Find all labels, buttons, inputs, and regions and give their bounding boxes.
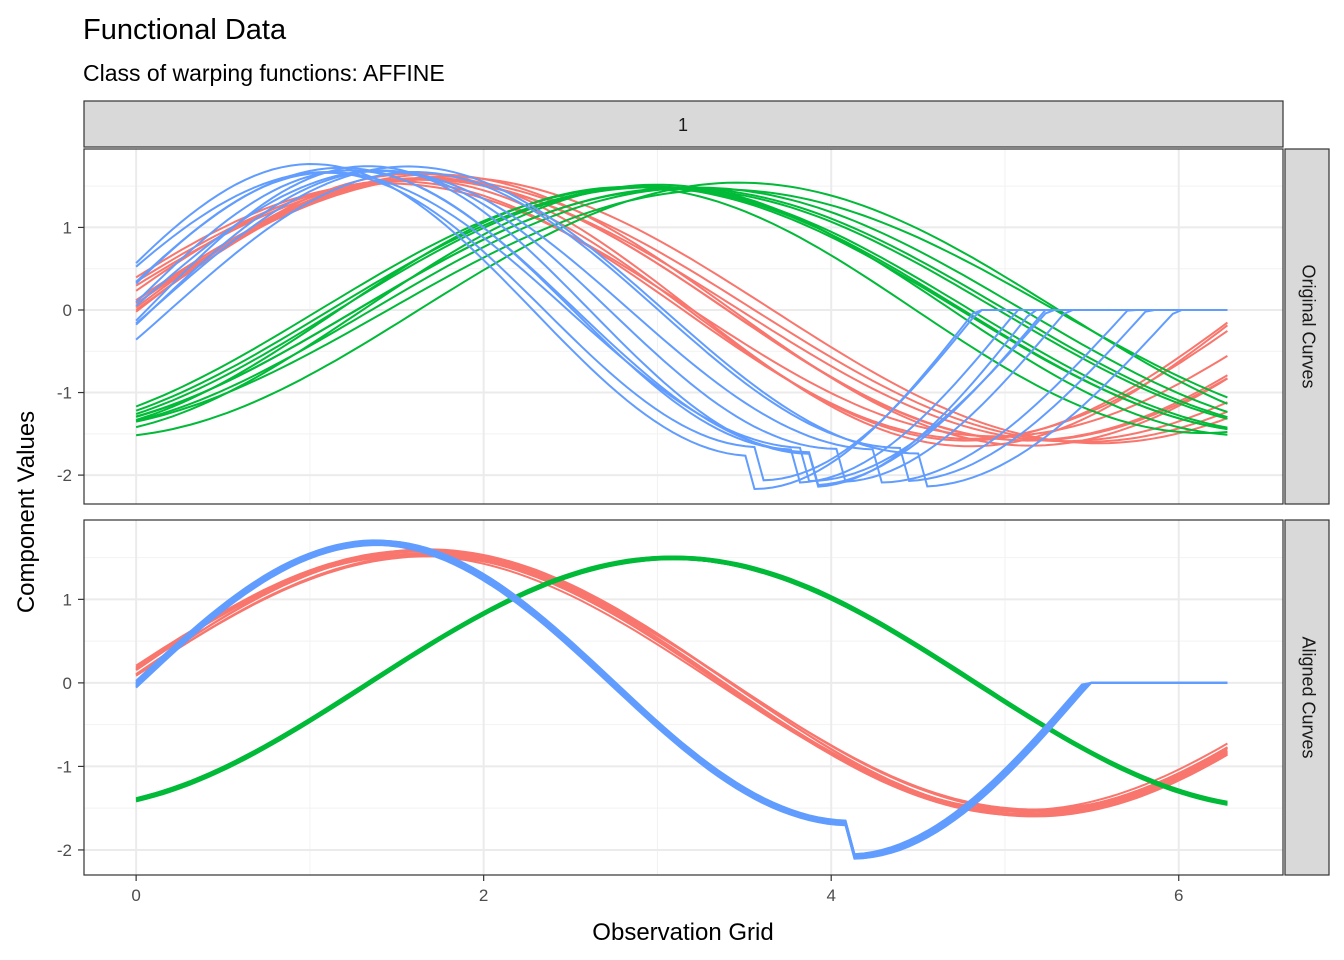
panels-group: Original Curves 1 0 -1 -2 Aligned Curves 1 0 -1 -… — [57, 148, 1330, 905]
curve-group-3-line-9 — [135, 170, 1228, 483]
column-strip — [83, 100, 1284, 148]
x-tick-label: 4 — [826, 886, 835, 905]
curve-group-2-line-8 — [135, 188, 1228, 420]
y-tick-label: 0 — [63, 674, 72, 693]
chart-subtitle: Class of warping functions: AFFINE — [83, 60, 445, 86]
y-tick-label: 1 — [63, 218, 72, 237]
x-tick-label: 6 — [1174, 886, 1183, 905]
curve-group-3-line-3 — [135, 169, 1228, 484]
y-tick-label: -2 — [57, 466, 72, 485]
chart-title: Functional Data — [83, 14, 287, 46]
curve-group-3-line-8 — [135, 540, 1228, 859]
y-tick-label: -2 — [57, 841, 72, 860]
row-strip-label: Aligned Curves — [1298, 636, 1318, 758]
column-strip-label: 1 — [678, 115, 688, 135]
x-axis-title: Observation Grid — [592, 919, 773, 946]
x-tick-label: 0 — [131, 886, 140, 905]
curve-group-2-line-10 — [135, 183, 1228, 436]
panel-1: Original Curves 1 0 -1 -2 — [57, 148, 1330, 505]
row-strip-label: Original Curves — [1298, 264, 1318, 388]
y-tick-label: 1 — [63, 590, 72, 609]
curve-group-1-line-10 — [135, 178, 1228, 442]
curve-group-3-line-4 — [135, 165, 1228, 488]
curve-group-3-line-10 — [135, 539, 1228, 860]
panel-border — [83, 519, 1284, 876]
row-strip — [1284, 519, 1330, 876]
x-tick-label: 2 — [479, 886, 488, 905]
curve-group-1-line-10 — [135, 549, 1228, 817]
curve-group-1-line-8 — [135, 172, 1229, 448]
y-axis-title: Component Values — [13, 411, 40, 613]
curve-group-1-line-5 — [135, 182, 1228, 438]
y-tick-label: -1 — [57, 757, 72, 776]
y-tick-label: -1 — [57, 384, 72, 403]
curve-group-2-line-9 — [135, 188, 1228, 423]
curve-group-3-line-10 — [135, 171, 1228, 482]
y-tick-label: 0 — [63, 301, 72, 320]
panel-background — [84, 520, 1283, 875]
curve-group-3-line-8 — [135, 171, 1228, 482]
curve-group-2-line-6 — [135, 185, 1228, 429]
panel-border — [83, 148, 1284, 505]
curve-group-1-line-8 — [135, 555, 1228, 811]
row-strip — [1284, 148, 1330, 505]
panel-2: Aligned Curves 1 0 -1 -2 — [57, 519, 1330, 876]
